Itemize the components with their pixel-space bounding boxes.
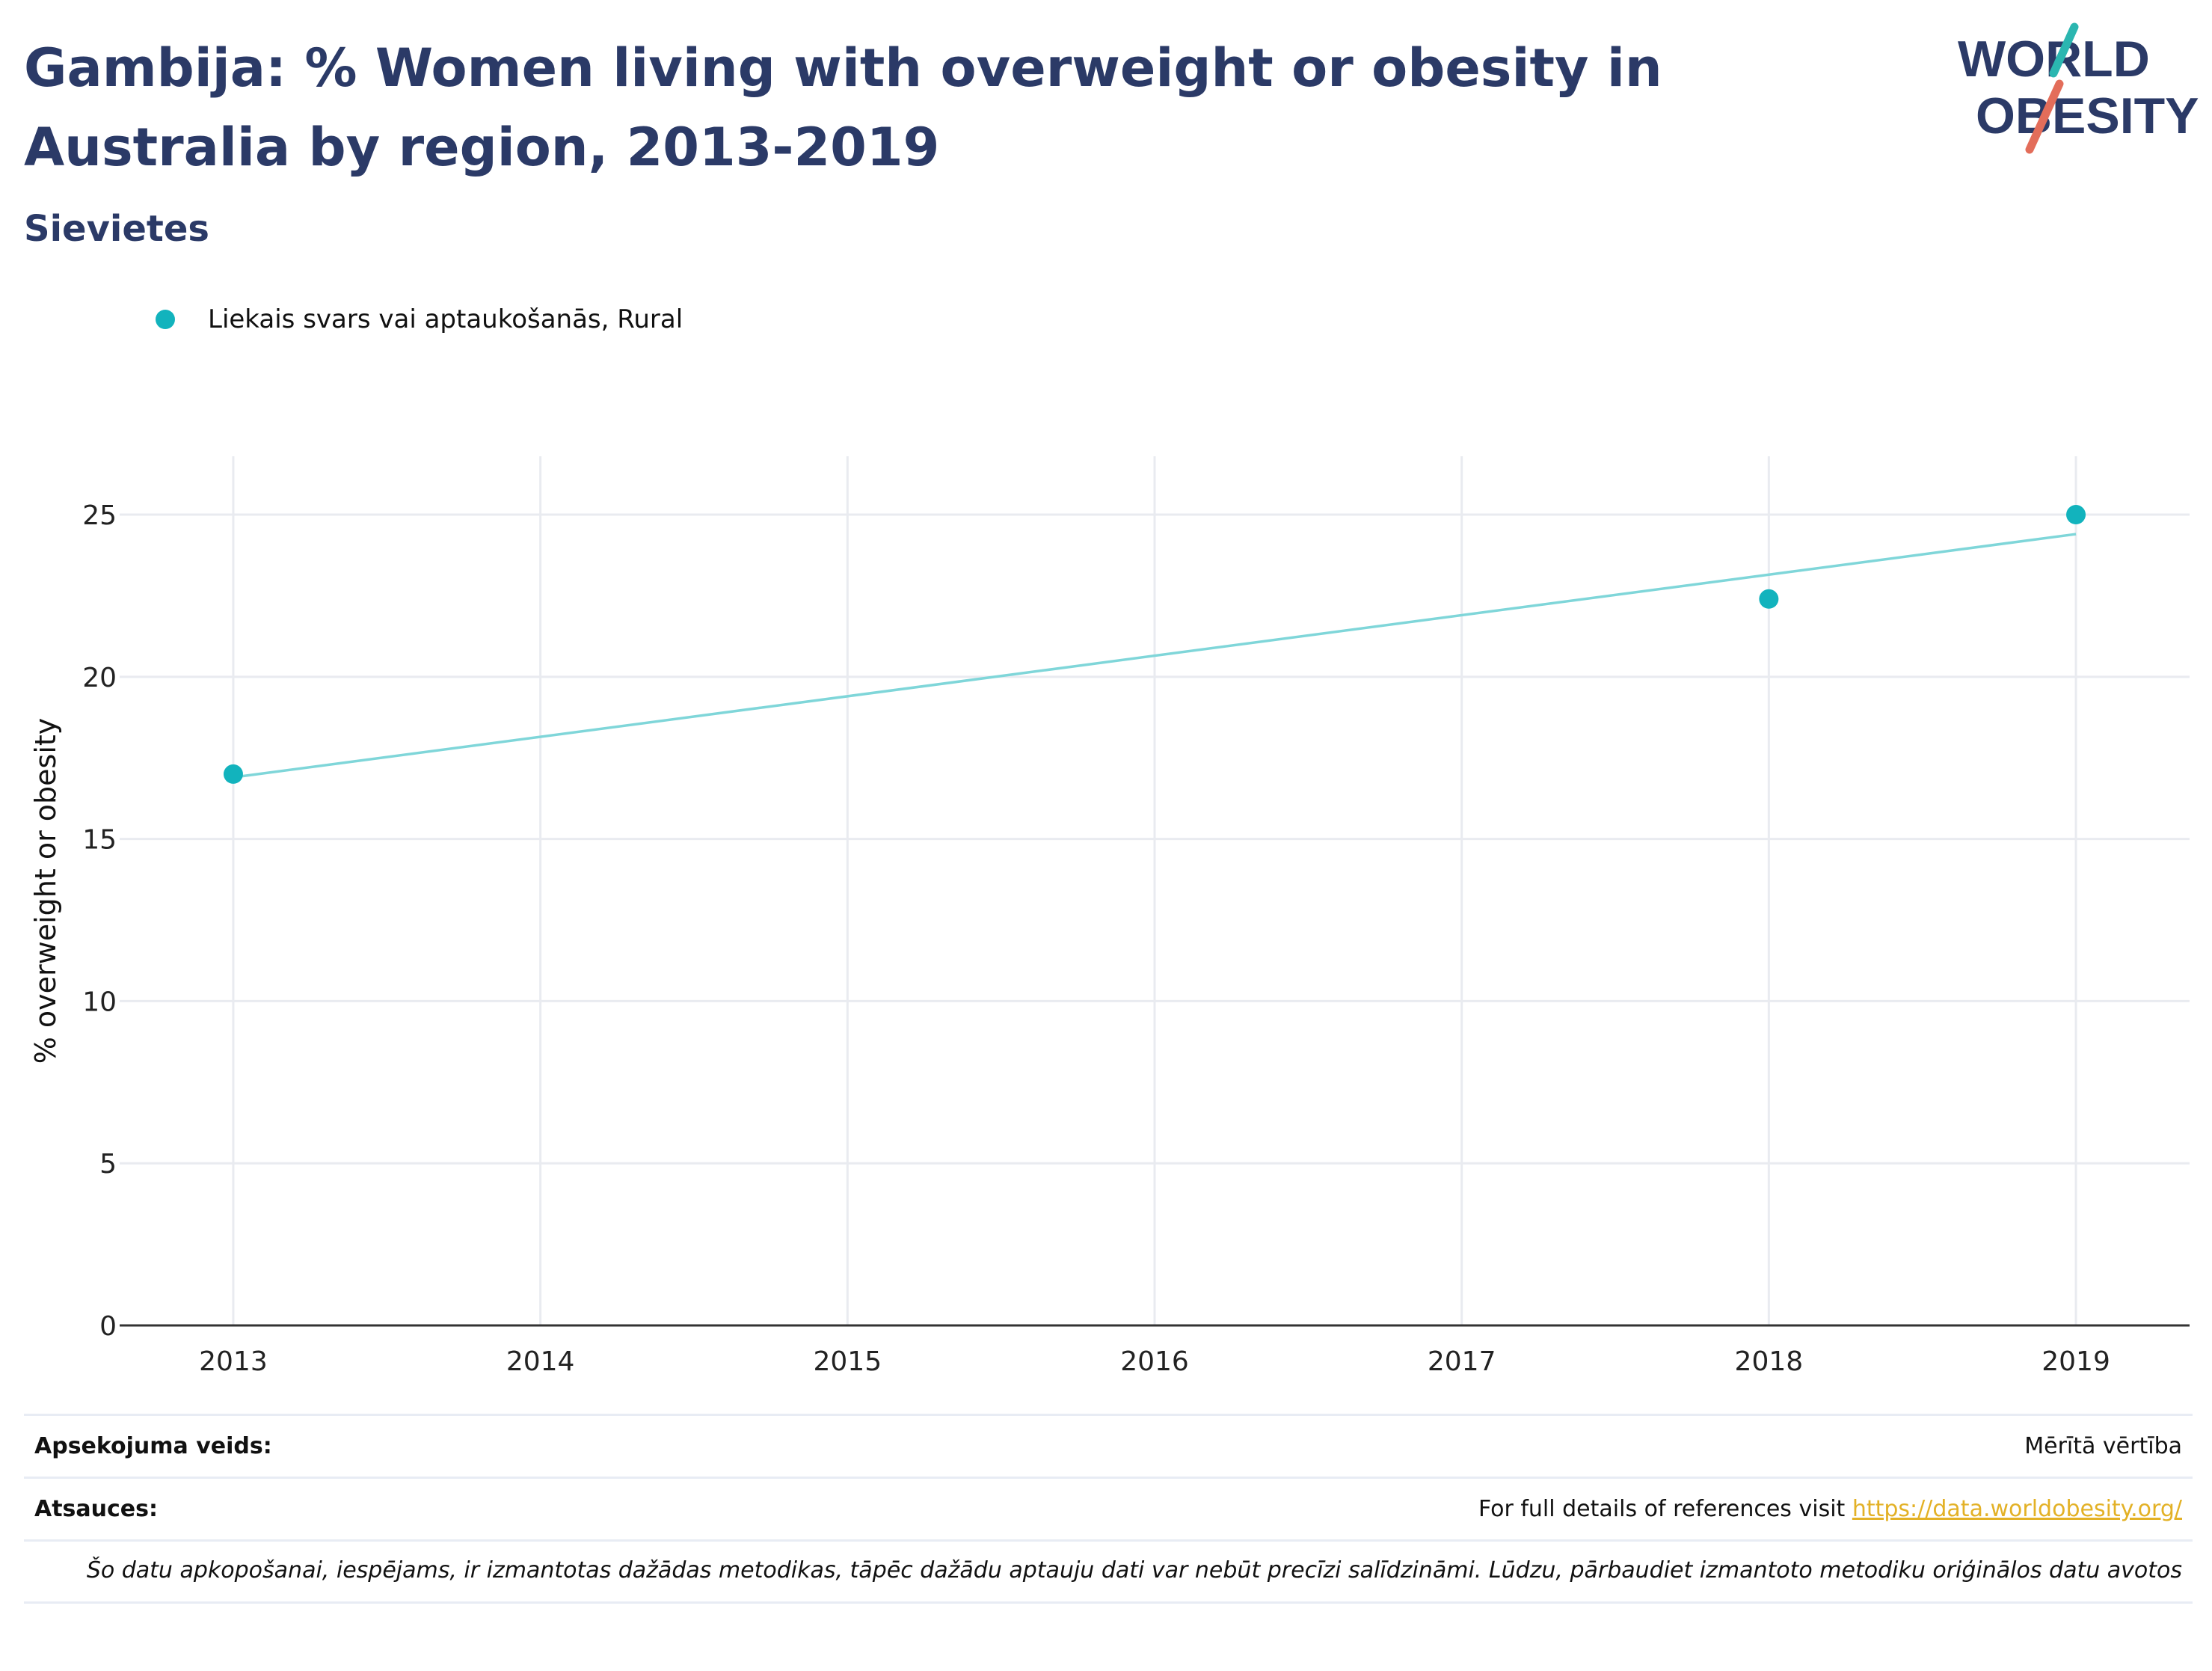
point-layer: [223, 505, 2086, 784]
trend-layer: [233, 533, 2077, 779]
logo-slash-coral: [2025, 79, 2064, 154]
references-value: For full details of references visit htt…: [1478, 1496, 2182, 1522]
logo-text-world: WORLD: [1958, 31, 2150, 88]
logo-text-obesity: OBESITY: [1976, 88, 2199, 144]
chart-title: Gambija: % Women living with overweight …: [24, 37, 1662, 178]
x-tick-label: 2019: [2042, 1346, 2110, 1377]
y-axis-title: % overweight or obesity: [29, 718, 62, 1064]
x-tick-label: 2015: [814, 1346, 882, 1377]
legend-label: Liekais svars vai aptaukošanās, Rural: [208, 304, 683, 334]
x-tick-label: 2017: [1428, 1346, 1496, 1377]
chart-legend[interactable]: Liekais svars vai aptaukošanās, Rural: [156, 301, 683, 338]
y-tick-label: 5: [99, 1149, 117, 1180]
chart-metadata: Apsekojuma veids: Mērītā vērtība Atsauce…: [24, 1414, 2193, 1604]
logo-slash-teal: [2049, 22, 2079, 78]
x-tick-label: 2016: [1120, 1346, 1189, 1377]
survey-type-row: Apsekojuma veids: Mērītā vērtība: [24, 1414, 2193, 1477]
y-tick-label: 0: [99, 1311, 117, 1342]
survey-type-label: Apsekojuma veids:: [34, 1433, 272, 1459]
references-label: Atsauces:: [34, 1496, 158, 1522]
references-link[interactable]: https://data.worldobesity.org/: [1852, 1496, 2182, 1522]
chart-svg: 0 5 10 15 20 25 2013 2014 2015 2016 2017 2018 2019 % …: [29, 456, 2190, 1377]
data-point: [2066, 505, 2086, 525]
references-text: For full details of references visit: [1478, 1496, 1852, 1522]
trend-line: [233, 533, 2077, 779]
y-tick-label: 20: [82, 663, 117, 693]
y-tick-label: 10: [82, 987, 117, 1017]
data-point: [1759, 589, 1779, 609]
data-point: [223, 764, 243, 784]
world-obesity-logo: WORLD OBESITY: [1958, 22, 2199, 154]
y-tick-label: 25: [82, 500, 117, 531]
grid-layer: [120, 456, 2190, 1325]
x-tick-label: 2014: [506, 1346, 575, 1377]
x-tick-label: 2013: [199, 1346, 268, 1377]
methodology-note: Šo datu apkopošanai, iespējams, ir izman…: [24, 1539, 2193, 1604]
legend-marker: [156, 310, 175, 329]
references-row: Atsauces: For full details of references…: [24, 1477, 2193, 1539]
label-layer: 0 5 10 15 20 25 2013 2014 2015 2016 2017 2018 2019 % …: [29, 500, 2110, 1377]
chart-subtitle: Sievietes: [24, 208, 209, 250]
y-tick-label: 15: [82, 825, 117, 856]
x-tick-label: 2018: [1735, 1346, 1804, 1377]
survey-type-value: Mērītā vērtība: [2024, 1433, 2182, 1459]
